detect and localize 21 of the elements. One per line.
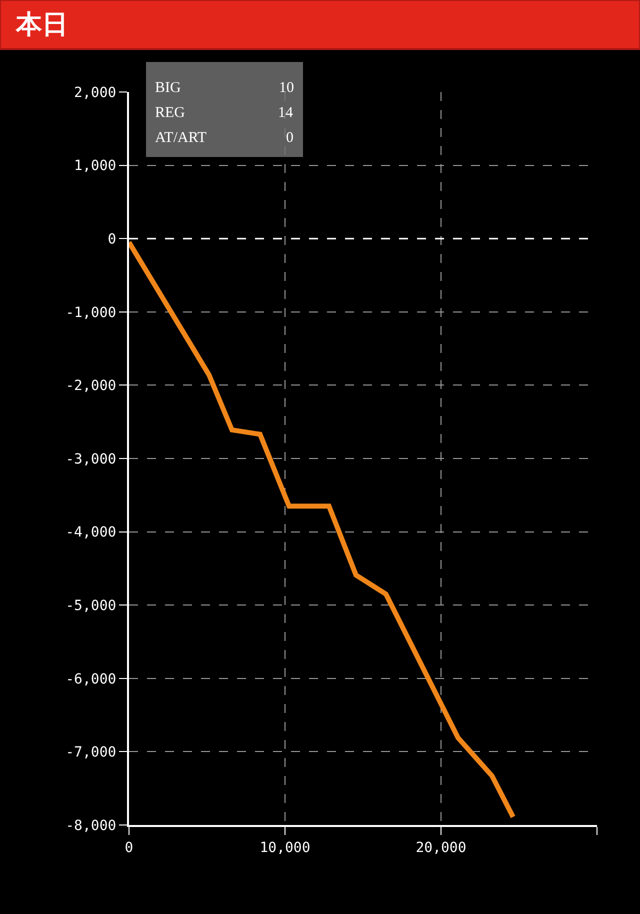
y-tick-label: -2,000 <box>66 378 116 394</box>
annotation: REG <box>155 105 186 121</box>
y-tick-label: -5,000 <box>66 598 116 614</box>
y-tick-label: -6,000 <box>66 671 116 688</box>
x-tick-label: 0 <box>124 840 134 856</box>
annotation: 14 <box>278 105 294 121</box>
annotation: 0 <box>286 130 294 146</box>
x-tick-label: 20,000 <box>416 840 466 856</box>
y-tick-label: -8,000 <box>66 818 116 834</box>
y-tick-label: -3,000 <box>66 451 116 468</box>
x-tick-label: 10,000 <box>260 840 310 856</box>
y-tick-label: 2,000 <box>74 84 116 101</box>
y-tick-label: 1,000 <box>74 158 116 174</box>
annotation: 10 <box>279 80 294 96</box>
y-tick-label: -7,000 <box>66 744 116 761</box>
y-tick-label: -4,000 <box>66 524 116 541</box>
annotation: AT/ART <box>155 130 207 146</box>
y-tick-label: 0 <box>108 232 116 248</box>
annotation: BIG <box>155 80 181 96</box>
chart-title: 本日 <box>15 10 68 40</box>
y-tick-label: -1,000 <box>66 304 116 321</box>
